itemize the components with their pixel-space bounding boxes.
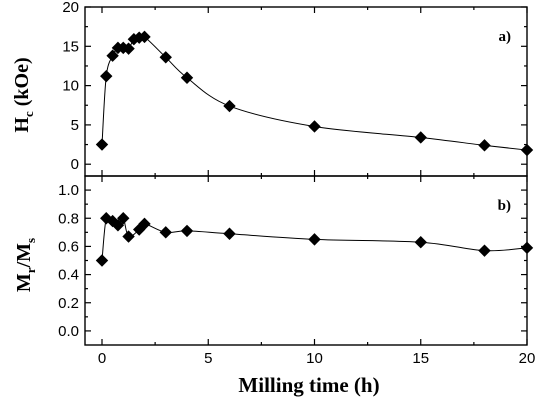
panel-a-data-point [223, 99, 236, 113]
panel-b-data-point [100, 212, 113, 225]
panel-a-data-point [95, 138, 109, 151]
panel-a-ylabel: Hc (kOe) [11, 57, 36, 132]
panel-a-ytick-label: 15 [62, 38, 79, 55]
panel-b-data-point [414, 235, 427, 249]
panel-a-ytick-label: 5 [71, 117, 79, 134]
panel-b-data-point [159, 226, 172, 239]
panel-a: 0 5 10 15 20 a) [62, 0, 534, 177]
panel-b-xtick-label: 0 [98, 350, 106, 367]
panel-b-xtick-label: 15 [412, 350, 429, 367]
panel-b-ytick-label: 0.6 [58, 238, 79, 255]
panel-a-ytick-label: 20 [62, 0, 79, 16]
panel-b-ytick-label: 0.0 [58, 323, 79, 340]
panel-b-data-point [132, 223, 146, 236]
panel-a-data-point [106, 49, 119, 62]
x-axis-title: Milling time (h) [238, 373, 379, 397]
panel-b-data-point [520, 241, 534, 255]
panel-a-label: a) [499, 29, 512, 45]
panel-b-ytick-label: 1.0 [58, 182, 79, 199]
panel-b-data-point [308, 233, 321, 246]
panel-a-data-point [122, 42, 135, 55]
panel-b-xtick-label: 10 [306, 350, 323, 367]
panel-b-label: b) [498, 198, 511, 214]
panel-b-ytick-label: 0.2 [58, 295, 79, 312]
panel-b-xtick-label: 20 [519, 350, 536, 367]
panel-a-data-point [159, 51, 172, 64]
panel-b-data-point [180, 224, 194, 238]
panel-b-ytick-label: 0.8 [58, 210, 79, 227]
panel-a-ytick-label: 10 [62, 78, 79, 95]
panel-b-ylabel: Mr/Ms [13, 238, 38, 292]
panel-a-data-point [100, 69, 113, 83]
panel-b-data-point [117, 212, 130, 225]
panel-b-data-point [138, 217, 151, 231]
panel-b-data-point [95, 254, 109, 267]
panel-b-data-point [223, 227, 236, 240]
panel-a-data-point [127, 33, 141, 46]
panel-a-data-point [478, 139, 491, 152]
panel-a-data-point [414, 131, 427, 144]
panel-b-ytick-label: 0.4 [58, 267, 79, 284]
panel-b-xtick-label: 5 [204, 350, 212, 367]
panel-a-ytick-label: 0 [71, 156, 79, 173]
panel-b-data-point [122, 230, 135, 243]
panel-b-data-point [478, 244, 491, 257]
panel-b-frame [84, 175, 528, 346]
panel-a-data-point [138, 30, 151, 44]
panel-a-data-point [180, 71, 194, 84]
panel-a-data-point [308, 120, 321, 133]
panel-a-data-point [520, 143, 534, 157]
panel-b: 0.0 0.2 0.4 0.6 0.8 1.0 0 5 10 15 20 b) [58, 175, 536, 367]
panel-a-frame [84, 6, 528, 177]
